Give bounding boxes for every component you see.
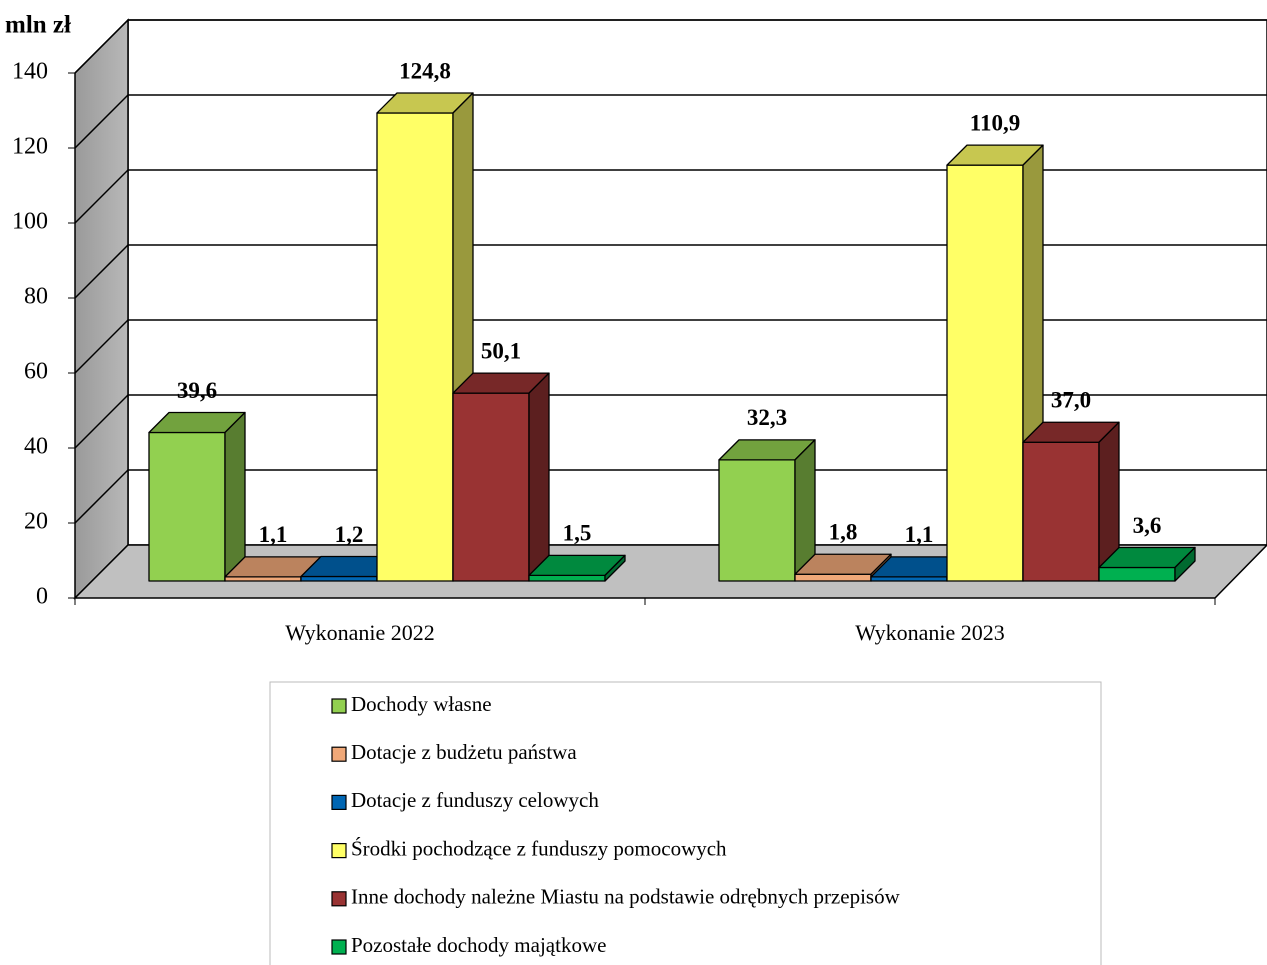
legend-swatch xyxy=(331,842,347,859)
legend-swatch xyxy=(331,794,347,811)
legend-label: Pozostałe dochody majątkowe xyxy=(351,933,606,957)
side-wall xyxy=(74,18,129,600)
value-label: 32,3 xyxy=(747,405,787,430)
grid-line xyxy=(74,319,129,374)
legend-swatch xyxy=(331,698,347,714)
bar xyxy=(1098,566,1176,582)
y-tick-label: 60 xyxy=(24,359,48,385)
y-tick-label: 120 xyxy=(12,134,48,160)
y-tick-label: 80 xyxy=(24,284,48,310)
legend-label: Inne dochody należne Miastu na podstawie… xyxy=(351,885,901,909)
y-axis-label: mln zł xyxy=(5,12,71,39)
value-label: 1,1 xyxy=(905,522,934,547)
bar xyxy=(376,112,454,582)
value-label: 1,5 xyxy=(563,521,592,546)
bar xyxy=(1022,441,1100,582)
bar xyxy=(528,574,606,582)
legend-label: Dotacje z budżetu państwa xyxy=(351,740,577,764)
bar xyxy=(794,573,872,582)
bar xyxy=(300,575,378,582)
grid-line xyxy=(74,469,129,524)
bar xyxy=(718,459,796,582)
bar-side xyxy=(1174,546,1196,582)
value-label: 1,2 xyxy=(335,522,364,547)
value-label: 50,1 xyxy=(481,338,521,363)
bar-side xyxy=(224,411,246,582)
y-tick-label: 0 xyxy=(36,584,48,610)
grid-line xyxy=(74,244,129,299)
y-tick-label: 40 xyxy=(24,434,48,460)
grid-line xyxy=(74,19,129,74)
value-label: 39,6 xyxy=(177,378,217,403)
grid-line xyxy=(74,394,129,449)
grid-line xyxy=(74,94,129,149)
value-label: 1,1 xyxy=(259,522,288,547)
value-label: 3,6 xyxy=(1133,513,1162,538)
y-tick-label: 20 xyxy=(24,509,48,535)
legend-label: Dotacje z funduszy celowych xyxy=(351,788,599,812)
legend-label: Dochody własne xyxy=(351,692,492,716)
grid-line xyxy=(74,169,129,224)
value-label: 124,8 xyxy=(399,58,451,83)
bar xyxy=(148,431,226,582)
value-label: 1,8 xyxy=(829,520,858,545)
legend-swatch xyxy=(331,939,347,955)
x-tick-label: Wykonanie 2022 xyxy=(285,620,435,645)
value-label: 110,9 xyxy=(970,110,1020,135)
y-tick-label: 140 xyxy=(12,59,48,85)
legend-label: Środki pochodzące z funduszy pomocowych xyxy=(351,836,727,860)
bar xyxy=(452,392,530,582)
legend-swatch xyxy=(331,891,347,907)
legend xyxy=(269,681,1102,965)
y-tick-label: 100 xyxy=(12,209,48,235)
bar-side xyxy=(604,554,626,582)
bar xyxy=(946,164,1024,582)
value-label: 37,0 xyxy=(1051,388,1091,413)
bar-side xyxy=(528,372,550,582)
x-tick-label: Wykonanie 2023 xyxy=(855,620,1005,645)
legend-swatch xyxy=(331,746,347,762)
